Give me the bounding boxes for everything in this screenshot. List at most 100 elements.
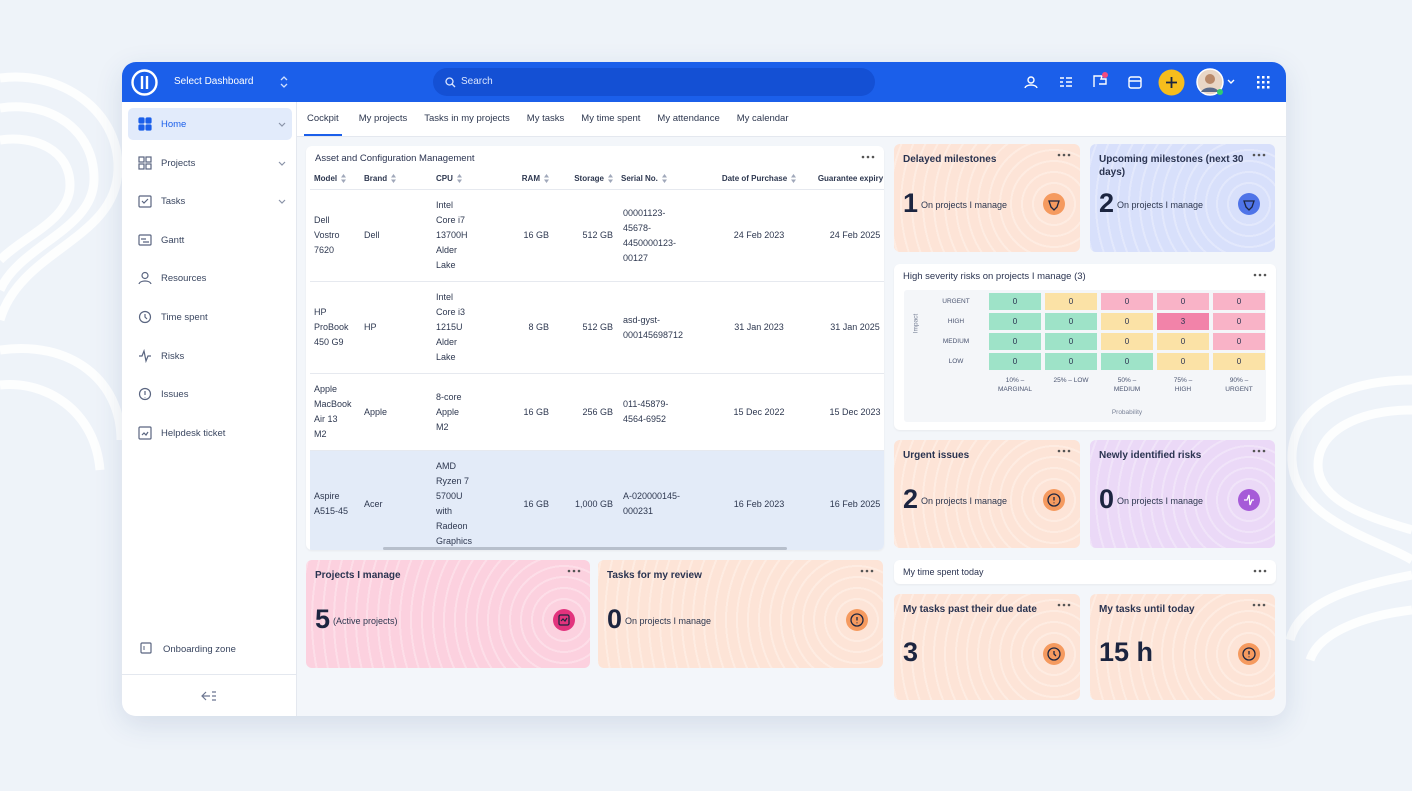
- risk-cell[interactable]: 0: [1213, 333, 1265, 350]
- avatar[interactable]: [1196, 68, 1224, 96]
- search-box[interactable]: Search: [433, 68, 875, 96]
- table-cell: 512 GB: [553, 189, 617, 282]
- risk-cell[interactable]: 0: [1213, 293, 1265, 310]
- column-header[interactable]: Storage: [553, 168, 617, 190]
- more-menu-shape: [865, 569, 869, 573]
- dashboard-select[interactable]: Select Dashboard: [174, 76, 254, 87]
- kpi-value: 2: [903, 484, 919, 514]
- sidebar-item[interactable]: Home: [128, 108, 292, 140]
- kpi-icon: [846, 609, 868, 631]
- probability-level: 75% – HIGH: [1173, 377, 1193, 393]
- sidebar-icon-shape: [138, 310, 152, 324]
- tab[interactable]: Cockpit: [304, 102, 342, 136]
- table-row[interactable]: HP ProBook 450 G9 HP Intel Core i3 1215U A…: [310, 281, 884, 374]
- card-title: Urgent issues: [903, 450, 970, 461]
- tab[interactable]: My projects: [358, 113, 408, 124]
- column-header[interactable]: Guarantee expiry: [808, 168, 884, 190]
- tab[interactable]: My time spent: [581, 113, 641, 124]
- kpi-icon-shape: [1242, 647, 1256, 661]
- sidebar-item[interactable]: Issues: [128, 378, 292, 410]
- more-menu[interactable]: [860, 568, 874, 574]
- column-header[interactable]: CPU: [432, 168, 506, 190]
- risk-cell[interactable]: 0: [989, 313, 1041, 330]
- risk-cell[interactable]: 0: [989, 333, 1041, 350]
- table-row[interactable]: Apple MacBook Air 13 M2 Apple 8-core Apple…: [310, 373, 884, 451]
- add-button[interactable]: [1158, 69, 1185, 96]
- more-menu-shape: [1067, 449, 1071, 453]
- risk-cell[interactable]: 0: [1045, 313, 1097, 330]
- more-menu[interactable]: [1252, 152, 1266, 158]
- risk-cell[interactable]: 0: [1045, 353, 1097, 370]
- more-menu[interactable]: [1253, 568, 1267, 574]
- sidebar-icon: [138, 388, 152, 401]
- sidebar-item[interactable]: Helpdesk ticket: [128, 417, 292, 449]
- cell-text: 8 GB: [528, 322, 549, 332]
- risk-cell[interactable]: 0: [1157, 353, 1209, 370]
- sidebar-item[interactable]: Time spent: [128, 301, 292, 333]
- more-menu[interactable]: [567, 568, 581, 574]
- sidebar-icon-shape: [138, 272, 152, 285]
- apps-icon-shape: [1257, 86, 1260, 89]
- cell-text: 8-core Apple M2: [436, 391, 462, 432]
- risk-cell[interactable]: 0: [1045, 333, 1097, 350]
- risk-cell[interactable]: 0: [1045, 293, 1097, 310]
- more-menu[interactable]: [1057, 448, 1071, 454]
- table-head: Model Brand CPU RAM Storage Serial No. Date of…: [310, 168, 884, 190]
- collapse-sidebar[interactable]: [201, 690, 217, 702]
- wave: [1287, 375, 1412, 564]
- sort-icon: [791, 174, 797, 184]
- risk-cell[interactable]: 0: [1213, 313, 1265, 330]
- tab[interactable]: Tasks in my projects: [424, 113, 510, 124]
- tab[interactable]: My attendance: [657, 113, 720, 124]
- tab[interactable]: My calendar: [736, 113, 789, 124]
- risk-cell[interactable]: 0: [1101, 353, 1153, 370]
- sidebar-icon-shape: [145, 162, 152, 170]
- column-header[interactable]: Brand: [360, 168, 432, 190]
- sidebar-icon-shape: [138, 234, 152, 246]
- table-cell: A-020000145-000231: [617, 450, 710, 550]
- sort-icon-shape: [791, 174, 797, 184]
- column-header[interactable]: RAM: [506, 168, 553, 190]
- risk-cell[interactable]: 0: [989, 353, 1041, 370]
- table-row[interactable]: Dell Vostro 7620 Dell Intel Core i7 13700H…: [310, 189, 884, 282]
- more-menu[interactable]: [1252, 448, 1266, 454]
- impact-level: URGENT: [942, 298, 970, 305]
- risk-cell[interactable]: 0: [1101, 293, 1153, 310]
- sidebar-item[interactable]: Resources: [128, 262, 292, 294]
- avatar-chevron-shape: [1227, 79, 1235, 84]
- risk-cell[interactable]: 0: [1101, 313, 1153, 330]
- table-cell: 16 GB: [506, 189, 553, 282]
- sidebar-item[interactable]: Gantt: [128, 224, 292, 256]
- risk-cell[interactable]: 0: [1157, 333, 1209, 350]
- risk-cell[interactable]: 3: [1157, 313, 1209, 330]
- calendar-icon[interactable]: [1128, 75, 1142, 89]
- risk-cell[interactable]: 0: [1213, 353, 1265, 370]
- column-header-label: Storage: [574, 173, 604, 183]
- onboarding-zone[interactable]: Onboarding zone: [128, 632, 292, 664]
- more-menu[interactable]: [861, 154, 875, 160]
- column-header[interactable]: Date of Purchase: [710, 168, 808, 190]
- more-menu[interactable]: [1253, 272, 1267, 278]
- sidebar-item[interactable]: Projects: [128, 147, 292, 179]
- tab[interactable]: My tasks: [526, 113, 565, 124]
- sidebar-icon-shape: [138, 388, 152, 401]
- column-header[interactable]: Serial No.: [617, 168, 710, 190]
- risk-cell[interactable]: 0: [1157, 293, 1209, 310]
- risk-cell[interactable]: 0: [1101, 333, 1153, 350]
- more-menu[interactable]: [1057, 152, 1071, 158]
- sidebar-icon: [138, 195, 152, 208]
- apps-icon[interactable]: [1256, 75, 1270, 89]
- sidebar-icon-shape: [138, 310, 152, 324]
- risk-cell[interactable]: 0: [989, 293, 1041, 310]
- sidebar-item[interactable]: Tasks: [128, 185, 292, 217]
- column-header[interactable]: Model: [310, 168, 360, 190]
- user-icon[interactable]: [1024, 75, 1038, 89]
- flag-icon[interactable]: [1092, 72, 1108, 88]
- tasks-icon[interactable]: [1059, 75, 1073, 89]
- table-row[interactable]: Aspire A515-45 Acer AMD Ryzen 7 5700U with…: [310, 450, 884, 550]
- sidebar-icon-shape: [139, 348, 151, 363]
- more-menu[interactable]: [1252, 602, 1266, 608]
- sidebar-item[interactable]: Risks: [128, 340, 292, 372]
- more-menu[interactable]: [1057, 602, 1071, 608]
- kpi-icon-shape: [1053, 651, 1057, 657]
